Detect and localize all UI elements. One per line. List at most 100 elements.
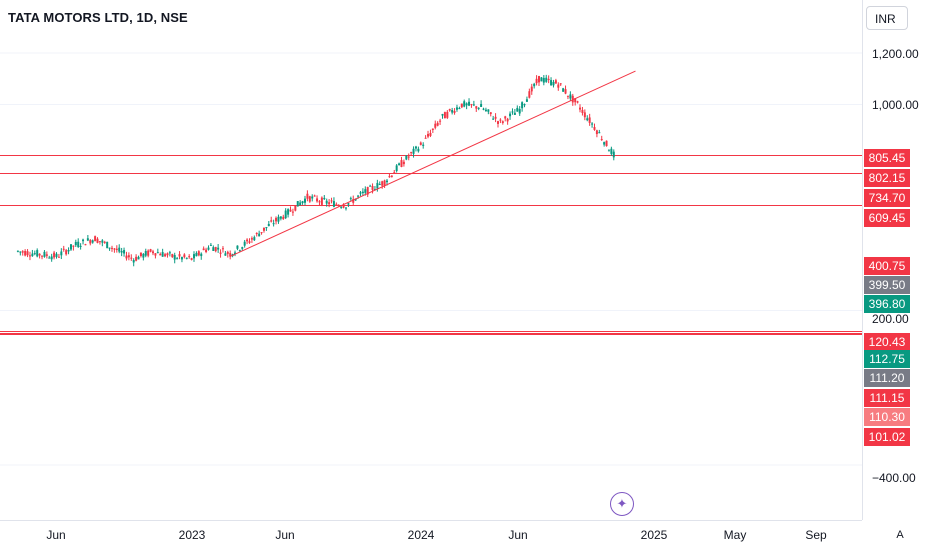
candle-body [489,112,492,115]
candle-body [156,252,159,254]
candle-body [16,250,19,252]
candle-body [484,109,487,112]
chart-plot-area[interactable] [0,0,862,520]
candle-body [38,253,41,256]
candle-body [176,258,179,260]
candle-body [460,103,463,108]
candle-body [67,250,70,252]
candle-body [610,148,613,154]
candle-body [393,172,396,174]
candle-body [101,240,104,243]
candle-body [359,192,362,194]
candle-body [320,197,323,205]
candle-body [275,217,278,222]
candle-body [303,198,306,203]
candle-body [253,237,256,241]
price-label-badge: 112.75 [864,350,910,368]
candle-body [197,251,200,256]
candle-body [366,187,369,195]
candle-body [72,245,75,247]
candle-body [569,94,572,99]
candle-body [21,251,24,253]
candle-body [142,253,145,258]
candle-body [318,201,321,203]
candle-body [45,254,48,256]
candle-body [118,247,121,252]
time-axis[interactable] [0,520,862,550]
candle-body [337,205,340,207]
y-tick-label: 1,200.00 [872,47,919,61]
candle-body [455,107,458,110]
candle-body [605,140,608,147]
candle-body [221,248,224,250]
candle-body [173,255,176,260]
candle-body [487,109,490,112]
candle-body [106,241,109,249]
candle-body [564,89,567,94]
candle-body [195,252,198,257]
candle-body [443,112,446,119]
candle-body [301,201,304,203]
candle-body [390,175,393,177]
candle-body [581,109,584,113]
candle-body [248,241,251,243]
candle-body [482,108,485,110]
symbol-title: TATA MOTORS LTD, 1D, NSE [8,10,188,25]
y-tick-label: 1,000.00 [872,98,919,112]
candle-body [178,254,181,257]
candle-body [55,253,58,257]
candle-body [65,250,68,255]
candle-body [149,249,152,252]
price-label-badge: 110.30 [864,408,910,426]
price-label-badge: 609.45 [864,209,910,227]
candle-body [511,111,514,113]
candle-body [371,185,374,190]
candle-body [284,210,287,219]
candle-body [436,122,439,126]
candle-body [598,132,601,134]
candle-body [53,252,56,258]
candle-body [62,248,65,250]
candle-body [552,81,555,86]
candle-body [108,247,111,249]
candle-body [229,253,232,257]
candle-body [94,236,97,242]
candle-body [332,201,335,207]
candle-body [144,251,147,256]
candle-body [84,244,87,246]
candle-body [308,196,311,202]
candle-body [89,240,92,244]
candle-body [193,254,196,259]
price-label-badge: 400.75 [864,257,910,275]
candle-body [376,182,379,189]
candle-body [226,251,229,254]
candle-body [388,176,391,178]
sparkle-icon[interactable]: ✦ [610,492,634,516]
candle-body [345,207,347,209]
auto-scale-button[interactable]: A [896,529,904,541]
candle-body [48,257,51,259]
candle-body [115,248,118,250]
currency-selector[interactable]: INR [866,6,908,30]
candle-body [538,76,540,83]
candle-body [57,256,60,258]
candle-body [523,104,526,106]
candle-body [243,241,246,246]
candle-body [289,209,292,212]
candle-body [586,118,589,121]
x-tick-label: 2023 [178,528,206,542]
candle-body [441,114,444,116]
price-axis[interactable] [862,0,932,520]
candle-body [325,200,328,204]
candle-body [533,83,536,87]
candle-body [43,251,46,257]
candle-body [574,98,577,103]
candle-body [540,77,543,82]
candle-body [306,193,309,199]
candle-body [398,163,401,166]
candle-body [342,205,345,208]
candle-body [607,150,610,152]
candle-body [190,258,193,260]
candle-body [414,146,417,149]
candle-body [291,211,294,213]
